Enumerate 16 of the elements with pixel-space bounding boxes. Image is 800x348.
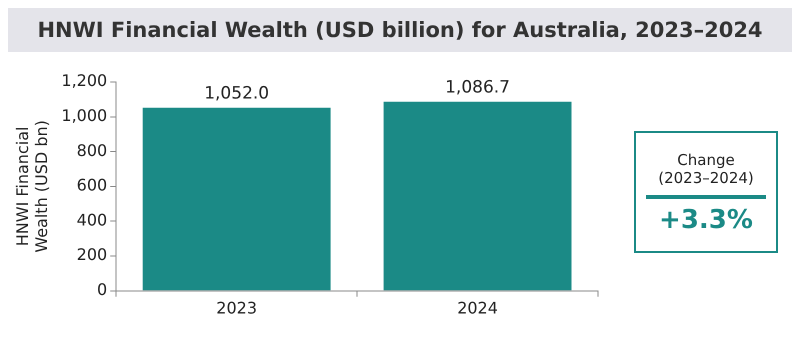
y-tick-label: 1,200 <box>61 71 108 90</box>
y-tick-label: 400 <box>76 210 108 230</box>
y-tick-label: 800 <box>76 140 108 160</box>
text: +3.3% <box>658 205 754 235</box>
x-tick-label: 2024 <box>457 298 498 318</box>
y-tick-label: 0 <box>97 280 108 299</box>
y-axis-title: HNWI Financial Wealth (USD bn) <box>12 120 51 253</box>
text: (2023–2024) <box>657 169 755 187</box>
y-tick-label: 200 <box>76 245 108 264</box>
data-label: 1,086.7 <box>445 78 510 98</box>
text: Change <box>676 151 736 169</box>
data-label: 1,052.0 <box>204 84 270 104</box>
y-tick-label: 1,000 <box>61 106 108 125</box>
chart-title: HNWI Financial Wealth (USD billion) for Australia, 2023–2024 <box>8 8 792 52</box>
y-tick-label: 600 <box>76 176 108 195</box>
x-tick-label: 2023 <box>216 298 258 318</box>
